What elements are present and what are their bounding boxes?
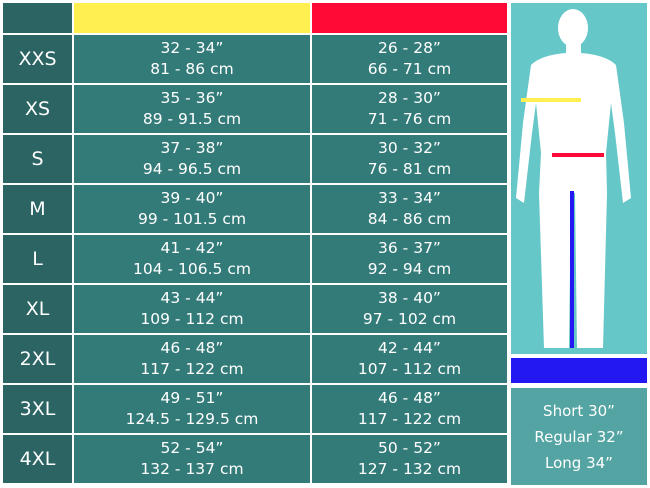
chest-cm: 104 - 106.5 cm (133, 260, 251, 278)
chest-color-header (74, 3, 310, 33)
waist-inches: 33 - 34” (378, 189, 441, 207)
waist-cell: 42 - 44” 107 - 112 cm (312, 335, 507, 383)
waist-inches: 36 - 37” (378, 239, 441, 257)
chest-inches: 37 - 38” (160, 139, 224, 157)
chest-cm: 117 - 122 cm (140, 360, 244, 378)
chest-cell: 46 - 48” 117 - 122 cm (74, 335, 310, 383)
waist-cm: 92 - 94 cm (367, 260, 452, 278)
chest-inches: 49 - 51” (160, 389, 224, 407)
chest-cell: 41 - 42” 104 - 106.5 cm (74, 235, 310, 283)
length-long: Long 34” (545, 453, 613, 472)
waist-inches: 28 - 30” (378, 89, 441, 107)
inseam-line (570, 191, 574, 348)
chest-cm: 124.5 - 129.5 cm (125, 410, 259, 428)
chest-cell: 32 - 34” 81 - 86 cm (74, 35, 310, 83)
waist-cm: 76 - 81 cm (367, 160, 452, 178)
size-label: XL (3, 285, 72, 333)
chest-cell: 43 - 44” 109 - 112 cm (74, 285, 310, 333)
waist-inches: 26 - 28” (378, 39, 441, 57)
chest-inches: 39 - 40” (160, 189, 224, 207)
waist-cm: 71 - 76 cm (367, 110, 452, 128)
waist-color-header (312, 3, 507, 33)
waist-cell: 46 - 48” 117 - 122 cm (312, 385, 507, 433)
chest-cm: 94 - 96.5 cm (142, 160, 242, 178)
waist-cm: 84 - 86 cm (367, 210, 452, 228)
chest-inches: 46 - 48” (160, 339, 224, 357)
waist-cell: 30 - 32” 76 - 81 cm (312, 135, 507, 183)
waist-cm: 117 - 122 cm (357, 410, 462, 428)
chest-cell: 39 - 40” 99 - 101.5 cm (74, 185, 310, 233)
chest-inches: 41 - 42” (160, 239, 224, 257)
length-short: Short 30” (543, 401, 615, 420)
waist-inches: 42 - 44” (378, 339, 441, 357)
chest-cm: 99 - 101.5 cm (137, 210, 247, 228)
inseam-lengths: Short 30” Regular 32” Long 34” (511, 388, 647, 485)
waist-cell: 26 - 28” 66 - 71 cm (312, 35, 507, 83)
size-label: L (3, 235, 72, 283)
chest-cell: 35 - 36” 89 - 91.5 cm (74, 85, 310, 133)
size-label: XXS (3, 35, 72, 83)
chest-cm: 109 - 112 cm (140, 310, 244, 328)
waist-cell: 50 - 52” 127 - 132 cm (312, 435, 507, 483)
chest-cell: 37 - 38” 94 - 96.5 cm (74, 135, 310, 183)
chest-cm: 89 - 91.5 cm (142, 110, 242, 128)
size-label: XS (3, 85, 72, 133)
chest-cm: 132 - 137 cm (140, 460, 244, 478)
waist-cell: 38 - 40” 97 - 102 cm (312, 285, 507, 333)
chest-line (521, 98, 581, 102)
size-label: 2XL (3, 335, 72, 383)
waist-line (552, 153, 604, 157)
size-label: S (3, 135, 72, 183)
size-label: 3XL (3, 385, 72, 433)
chest-inches: 52 - 54” (160, 439, 224, 457)
body-figure (511, 3, 647, 354)
waist-cm: 97 - 102 cm (362, 310, 457, 328)
waist-inches: 38 - 40” (378, 289, 441, 307)
chest-inches: 32 - 34” (160, 39, 224, 57)
waist-inches: 50 - 52” (378, 439, 441, 457)
inseam-color-header (511, 358, 647, 383)
chest-cell: 52 - 54” 132 - 137 cm (74, 435, 310, 483)
chest-cm: 81 - 86 cm (150, 60, 234, 78)
waist-inches: 30 - 32” (378, 139, 441, 157)
length-regular: Regular 32” (534, 427, 624, 446)
waist-cm: 66 - 71 cm (367, 60, 452, 78)
waist-cell: 28 - 30” 71 - 76 cm (312, 85, 507, 133)
waist-cm: 127 - 132 cm (357, 460, 462, 478)
size-label: 4XL (3, 435, 72, 483)
size-label: M (3, 185, 72, 233)
waist-cm: 107 - 112 cm (357, 360, 462, 378)
waist-inches: 46 - 48” (378, 389, 441, 407)
body-silhouette-icon (516, 9, 631, 348)
chest-inches: 35 - 36” (160, 89, 224, 107)
chest-cell: 49 - 51” 124.5 - 129.5 cm (74, 385, 310, 433)
chest-inches: 43 - 44” (160, 289, 224, 307)
waist-cell: 33 - 34” 84 - 86 cm (312, 185, 507, 233)
header-blank (3, 3, 72, 33)
waist-cell: 36 - 37” 92 - 94 cm (312, 235, 507, 283)
